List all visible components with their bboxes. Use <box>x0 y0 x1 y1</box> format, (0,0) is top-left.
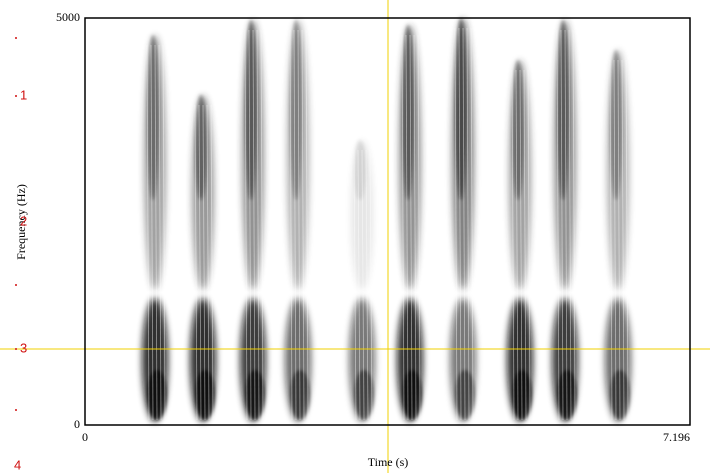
formant-blob <box>527 69 531 421</box>
formant-blob <box>621 59 625 421</box>
formant-blob <box>560 29 564 421</box>
formant-blob <box>523 69 527 421</box>
formant-blob <box>158 44 162 421</box>
formant-blob <box>256 29 260 421</box>
formant-blob <box>572 29 576 421</box>
tier-marker: 4 <box>14 457 21 472</box>
formant-blob <box>198 104 202 421</box>
y-tick-label: 0 <box>74 417 80 431</box>
x-tick-label: 7.196 <box>663 430 690 444</box>
formant-blob <box>260 29 264 421</box>
formant-blob <box>512 60 524 200</box>
formant-blob <box>454 27 458 421</box>
formant-blob <box>353 149 357 421</box>
formant-blob <box>290 20 302 200</box>
formant-blob <box>210 104 214 421</box>
formant-blob <box>625 59 629 421</box>
formant-blob <box>301 29 305 421</box>
tier-marker: 1 <box>20 87 27 102</box>
formant-blob <box>361 149 365 421</box>
formant-blob <box>146 44 150 421</box>
formant-blob <box>305 29 309 421</box>
formant-blob <box>202 104 206 421</box>
tier-dot <box>15 284 17 286</box>
formant-blob <box>252 29 256 421</box>
formant-blob <box>354 140 366 200</box>
formant-blob <box>568 29 572 421</box>
formant-blob <box>613 59 617 421</box>
formant-blob <box>515 69 519 421</box>
formant-blob <box>413 34 417 421</box>
y-axis-title: Frequency (Hz) <box>14 184 28 260</box>
formant-blob <box>609 59 613 421</box>
x-tick-label: 0 <box>82 430 88 444</box>
formant-blob <box>462 27 466 421</box>
formant-blob <box>206 104 210 421</box>
formant-blob <box>466 27 470 421</box>
formant-blob <box>369 149 373 421</box>
formant-blob <box>617 59 621 421</box>
formant-blob <box>289 29 293 421</box>
tier-dot <box>15 409 17 411</box>
formant-blob <box>402 25 414 200</box>
formant-blob <box>409 34 413 421</box>
formant-blob <box>194 104 198 421</box>
formant-blob <box>245 20 257 200</box>
tier-dot <box>15 95 17 97</box>
tier-marker: 3 <box>20 340 27 355</box>
tier-dot <box>15 37 17 39</box>
formant-blob <box>417 34 421 421</box>
formant-blob <box>297 29 301 421</box>
formant-blob <box>458 27 462 421</box>
formant-blob <box>244 29 248 421</box>
formant-blob <box>511 69 515 421</box>
formant-blob <box>150 44 154 421</box>
formant-blob <box>401 34 405 421</box>
tier-dot <box>15 348 17 350</box>
formant-blob <box>147 35 159 200</box>
spectrogram-image <box>142 18 631 422</box>
formant-blob <box>610 50 622 200</box>
formant-blob <box>557 20 569 200</box>
formant-blob <box>162 44 166 421</box>
formant-blob <box>357 149 361 421</box>
formant-blob <box>405 34 409 421</box>
formant-blob <box>564 29 568 421</box>
plot-frame <box>84 17 691 426</box>
x-axis-title: Time (s) <box>368 455 409 469</box>
formant-blob <box>455 18 467 200</box>
formant-blob <box>556 29 560 421</box>
formant-blob <box>195 95 207 200</box>
formant-blob <box>154 44 158 421</box>
y-tick-label: 5000 <box>56 10 80 24</box>
formant-blob <box>293 29 297 421</box>
formant-blob <box>470 27 474 421</box>
tier-marker: 2 <box>20 213 27 228</box>
formant-blob <box>519 69 523 421</box>
formant-blob <box>248 29 252 421</box>
formant-blob <box>365 149 369 421</box>
